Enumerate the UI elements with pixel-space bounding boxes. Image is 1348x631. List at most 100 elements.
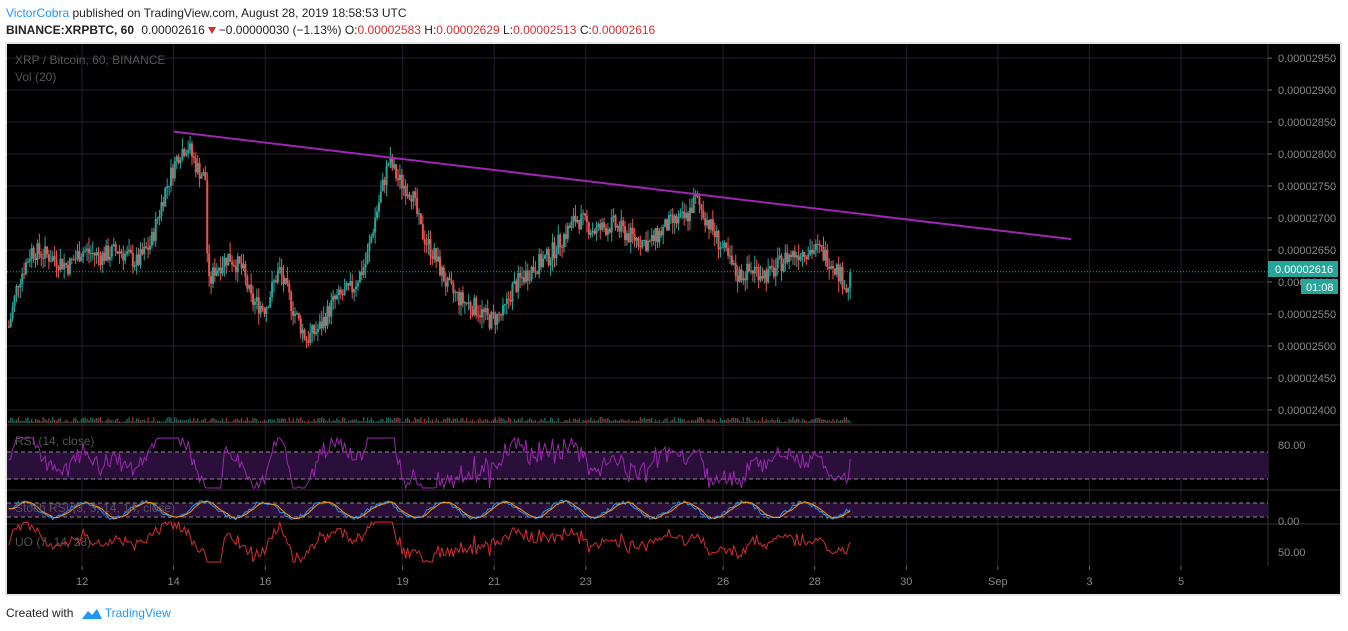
volume-bar: [775, 420, 777, 423]
candle-body: [103, 252, 106, 261]
volume-bar: [385, 417, 388, 423]
candle-body: [555, 254, 558, 259]
candle-body: [351, 281, 354, 293]
candle-body: [66, 264, 69, 275]
candle-body: [765, 270, 768, 283]
candle-body: [72, 259, 75, 261]
candle-body: [498, 313, 501, 315]
volume-bar: [740, 421, 743, 423]
volume-bar: [67, 420, 69, 423]
candle-body: [728, 255, 731, 257]
candle-body: [772, 267, 775, 277]
volume-bar: [637, 420, 640, 423]
volume-bar: [397, 417, 399, 423]
volume-bar: [267, 419, 269, 423]
tradingview-link[interactable]: TradingView: [104, 606, 171, 620]
candle-body: [429, 239, 432, 257]
volume-bar: [633, 421, 636, 423]
volume-bar: [425, 420, 428, 423]
volume-bar: [586, 420, 588, 423]
candle-body: [204, 172, 207, 181]
volume-bar: [433, 421, 435, 423]
volume-bar: [63, 421, 65, 423]
volume-bar: [328, 418, 331, 423]
price-axis-tick-label: 0.00002850: [1278, 117, 1336, 129]
candle-body: [406, 194, 409, 197]
candle-body: [21, 273, 24, 284]
volume-bar: [424, 418, 426, 423]
volume-bar: [160, 421, 163, 423]
volume-bar: [485, 419, 487, 423]
chart-area[interactable]: 0.00002950 0.00002900 0.00002850 0.00002800…: [0, 0, 1348, 600]
candle-body: [391, 156, 394, 169]
candle-body: [648, 240, 651, 242]
volume-bar: [483, 419, 485, 423]
candle-body: [459, 292, 462, 306]
volume-bar: [694, 420, 697, 423]
volume-bar: [212, 418, 214, 423]
volume-bar: [189, 418, 191, 423]
time-axis-tick-label: 14: [168, 576, 180, 588]
candle-body: [826, 249, 829, 267]
volume-bar: [530, 419, 533, 423]
candle-body: [99, 255, 102, 265]
candle-body: [557, 234, 560, 255]
volume-bar: [170, 417, 172, 423]
candle-body: [610, 217, 613, 233]
candle-body: [160, 202, 163, 216]
candle-body: [169, 167, 172, 187]
candle-body: [13, 295, 16, 307]
volume-bar: [628, 419, 630, 423]
volume-bar: [183, 420, 186, 423]
volume-bar: [437, 419, 439, 423]
volume-bar: [532, 420, 535, 423]
volume-bar: [382, 418, 384, 423]
symbol-info-bar: BINANCE:XRPBTC, 60 0.00002616 −0.00000030…: [6, 23, 655, 37]
trendline[interactable]: [173, 130, 1072, 241]
volume-bar: [660, 421, 663, 423]
candle-body: [639, 246, 642, 248]
volume-bar: [330, 421, 332, 423]
volume-bar: [65, 419, 67, 423]
volume-bar: [475, 421, 477, 423]
candle-body: [488, 314, 491, 329]
candle-body: [295, 312, 298, 314]
candle-body: [543, 255, 546, 259]
candle-body: [255, 297, 258, 302]
candle-body: [479, 315, 482, 318]
price-axis[interactable]: 0.00002950 0.00002900 0.00002850 0.00002800…: [1268, 53, 1336, 417]
candle-body: [608, 229, 611, 233]
volume-bar: [391, 419, 394, 423]
candle-body: [501, 305, 504, 316]
volume-bar: [61, 421, 63, 423]
volume-bar: [664, 418, 666, 423]
volume-bar: [826, 420, 828, 423]
candle-body: [666, 219, 669, 231]
volume-bar: [139, 420, 142, 423]
volume-bar: [258, 421, 260, 423]
candle-body: [589, 232, 592, 235]
candle-body: [385, 165, 388, 185]
volume-bar: [473, 421, 476, 423]
volume-bar: [151, 420, 153, 423]
volume-bar: [769, 420, 771, 423]
candle-body: [30, 248, 33, 260]
volume-bar: [582, 420, 584, 423]
candle-body: [53, 256, 56, 260]
candle-body: [47, 254, 50, 262]
price-axis-tick-label: 0.00002500: [1278, 341, 1336, 353]
candle-body: [395, 164, 398, 179]
candle-body: [780, 255, 783, 272]
candle-body: [202, 172, 205, 176]
volume-bar: [225, 417, 228, 423]
time-axis-tick-label: 26: [717, 576, 729, 588]
time-axis[interactable]: 12 14 16 19 21 23 26 28 30 Sep 3 5: [76, 566, 1184, 588]
price-axis-tick-label: 0.00002700: [1278, 213, 1336, 225]
candle-body: [152, 231, 155, 241]
candle-body: [812, 250, 815, 254]
author-link[interactable]: VictorCobra: [6, 6, 70, 20]
candle-body: [742, 278, 745, 281]
volume-bar: [101, 421, 104, 423]
volume-bar: [399, 418, 401, 423]
candle-body: [84, 250, 87, 252]
